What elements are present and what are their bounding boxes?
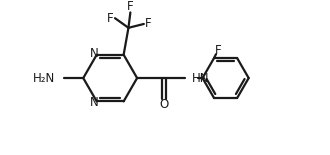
Text: H₂N: H₂N [33,72,55,85]
Text: O: O [159,97,169,111]
Text: N: N [89,47,98,60]
Text: F: F [107,12,114,25]
Text: F: F [127,0,134,13]
Text: N: N [89,96,98,109]
Text: F: F [145,18,152,30]
Text: F: F [214,44,221,57]
Text: HN: HN [192,72,210,85]
